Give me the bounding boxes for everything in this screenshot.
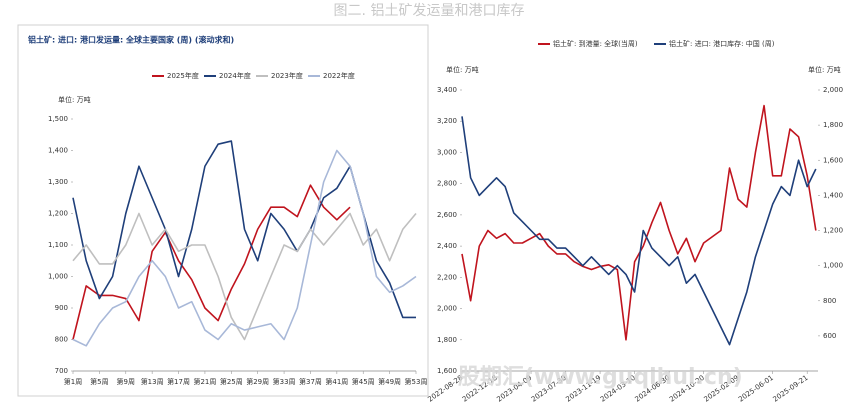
- y-tick-label: 3,200: [437, 117, 457, 125]
- legend-label: 2025年度: [167, 71, 199, 80]
- y-tick-label: 1,100: [48, 241, 68, 249]
- y2-tick-label: 1,200: [823, 227, 843, 235]
- series-line: [72, 149, 417, 347]
- y-tick-label: 2,200: [437, 273, 457, 281]
- y2-tick-label: 1,600: [823, 156, 843, 164]
- y2-tick-label: 1,800: [823, 121, 843, 129]
- unit-label: 单位: 万吨: [58, 95, 91, 104]
- legend-label: 2022年度: [323, 71, 355, 80]
- y-tick-label: 1,800: [437, 336, 457, 344]
- y-tick-label: 900: [55, 304, 68, 312]
- x-tick-label: 第37周: [299, 377, 322, 386]
- y-tick-label: 2,600: [437, 211, 457, 219]
- y-tick-label: 3,400: [437, 86, 457, 94]
- y2-tick-label: 1,000: [823, 262, 843, 270]
- y-tick-label: 2,000: [437, 305, 457, 313]
- y-tick-label: 1,600: [437, 367, 457, 375]
- y-tick-label: 1,500: [48, 115, 68, 123]
- series-line: [72, 184, 351, 340]
- x-tick-label: 第29周: [246, 377, 269, 386]
- y-tick-label: 800: [55, 336, 68, 344]
- unit-label: 单位: 万吨: [446, 65, 479, 74]
- x-tick-label: 2025-09-21: [772, 374, 810, 404]
- series-line: [72, 140, 416, 319]
- left-panel: [17, 24, 429, 397]
- y-tick-label: 1,000: [48, 273, 68, 281]
- legend-label: 2023年度: [271, 71, 303, 80]
- y-tick-label: 1,400: [48, 147, 68, 155]
- y-tick-label: 1,300: [48, 178, 68, 186]
- legend-label: 铝土矿: 进口: 港口库存: 中国 (周): [669, 39, 775, 48]
- x-tick-label: 第25周: [220, 377, 243, 386]
- y-tick-label: 700: [55, 367, 68, 375]
- x-tick-label: 第49周: [378, 377, 401, 386]
- y2-tick-label: 2,000: [823, 86, 843, 94]
- y2-tick-label: 1,400: [823, 191, 843, 199]
- page-title: 图二. 铝土矿发运量和港口库存: [334, 3, 525, 19]
- y-tick-label: 3,000: [437, 148, 457, 156]
- series-line: [461, 116, 817, 346]
- x-tick-label: 第1周: [64, 377, 82, 386]
- x-tick-label: 第45周: [352, 377, 375, 386]
- series-line: [72, 212, 417, 341]
- x-tick-label: 第53周: [405, 377, 428, 386]
- chart-title: 铝土矿: 进口: 港口发运量: 全球主要国家 (周) (滚动求和): [28, 35, 234, 45]
- x-tick-label: 第41周: [325, 377, 348, 386]
- legend-label: 铝土矿: 到港量: 全球(当周): [553, 39, 638, 48]
- y-tick-label: 2,800: [437, 180, 457, 188]
- legend-label: 2024年度: [219, 71, 251, 80]
- x-tick-label: 第13周: [141, 377, 164, 386]
- y2-tick-label: 800: [823, 297, 836, 305]
- y-tick-label: 2,400: [437, 242, 457, 250]
- y-tick-label: 1,200: [48, 210, 68, 218]
- x-tick-label: 第21周: [193, 377, 216, 386]
- x-tick-label: 第17周: [167, 377, 190, 386]
- x-tick-label: 第9周: [117, 377, 135, 386]
- unit-label-right: 单位: 万吨: [808, 65, 841, 74]
- watermark: 股期汇(www.guqihui.cn): [458, 365, 743, 390]
- series-line: [461, 104, 817, 341]
- x-tick-label: 第5周: [90, 377, 108, 386]
- y2-tick-label: 600: [823, 332, 836, 340]
- x-tick-label: 2025-06-01: [737, 374, 775, 404]
- x-tick-label: 第33周: [273, 377, 296, 386]
